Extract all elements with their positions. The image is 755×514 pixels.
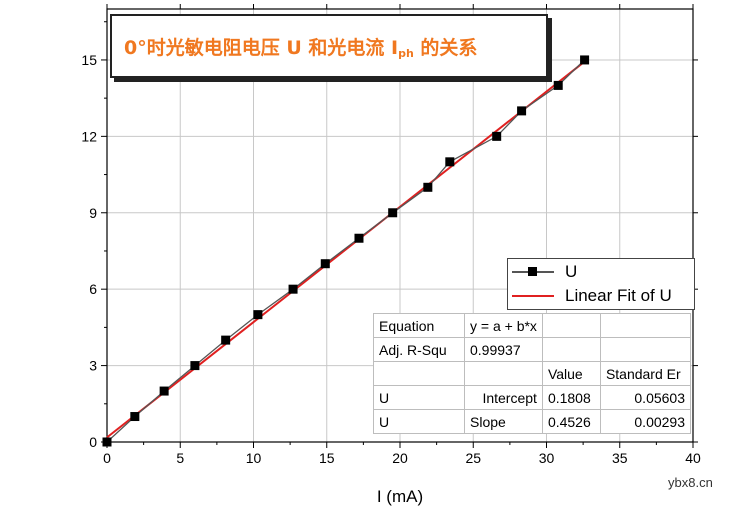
x-tick-label: 25	[465, 450, 481, 466]
y-tick-label: 3	[89, 358, 97, 374]
y-tick-label: 12	[81, 128, 97, 144]
legend-swatch-fit	[508, 284, 558, 308]
fit-results-table: Equation y = a + b*x Adj. R-Squ 0.99937 …	[373, 313, 692, 434]
series-layer	[102, 55, 590, 447]
data-point	[423, 182, 433, 192]
fit-line-layer	[106, 60, 586, 439]
data-point	[102, 437, 112, 447]
data-point	[517, 106, 527, 116]
chart-title-subscript: ph	[398, 46, 414, 60]
y-tick-label: 15	[81, 52, 97, 68]
data-point	[221, 335, 231, 345]
data-point	[580, 55, 590, 65]
table-cell: 0.1808	[541, 385, 601, 410]
legend-label-fit: Linear Fit of U	[565, 286, 672, 305]
table-cell: y = a + b*x	[464, 313, 543, 338]
series-u-line	[106, 59, 586, 443]
table-cell: 0.05603	[599, 385, 692, 410]
chart-title-box: 0°时光敏电阻电压 U 和光电流 Iph 的关系	[110, 14, 548, 78]
chart-title-main: 0°时光敏电阻电压 U 和光电流 I	[124, 36, 399, 59]
table-cell	[541, 313, 601, 338]
table-cell: Standard Er	[599, 361, 692, 386]
data-point	[388, 208, 398, 218]
table-row: U Slope 0.4526 0.00293	[373, 409, 692, 434]
table-cell	[599, 313, 692, 338]
x-tick-label: 5	[176, 450, 184, 466]
table-cell: Equation	[373, 313, 465, 338]
table-row: U Intercept 0.1808 0.05603	[373, 385, 692, 410]
table-cell: Value	[541, 361, 601, 386]
data-point	[130, 412, 140, 422]
data-point	[553, 80, 563, 90]
legend: U Linear Fit of U	[507, 258, 695, 310]
chart-title-tail: 的关系	[413, 36, 478, 59]
y-tick-label: 0	[89, 434, 97, 450]
table-cell: Slope	[464, 409, 543, 434]
data-point	[445, 157, 455, 167]
linear-fit-line	[106, 60, 586, 439]
legend-item-u: U	[508, 260, 577, 284]
chart-title: 0°时光敏电阻电压 U 和光电流 Iph 的关系	[124, 33, 477, 60]
legend-swatch-u	[508, 260, 558, 284]
x-tick-label: 20	[392, 450, 408, 466]
table-cell: 0.4526	[541, 409, 601, 434]
x-tick-label: 15	[319, 450, 335, 466]
legend-item-fit: Linear Fit of U	[508, 284, 672, 308]
table-row: Value Standard Er	[373, 361, 692, 386]
table-cell: Intercept	[464, 385, 543, 410]
legend-label-u: U	[565, 262, 578, 281]
x-tick-label: 35	[612, 450, 628, 466]
x-tick-label: 0	[103, 450, 111, 466]
data-point	[492, 131, 502, 141]
table-cell: U	[373, 385, 465, 410]
data-point	[354, 233, 364, 243]
table-cell	[541, 337, 601, 362]
table-cell: 0.00293	[599, 409, 692, 434]
data-point	[288, 284, 298, 294]
table-cell	[599, 337, 692, 362]
y-tick-label: 9	[89, 205, 97, 221]
data-point	[190, 361, 200, 371]
table-cell	[373, 361, 465, 386]
table-row: Adj. R-Squ 0.99937	[373, 337, 692, 362]
table-row: Equation y = a + b*x	[373, 313, 692, 338]
table-cell: Adj. R-Squ	[373, 337, 465, 362]
x-tick-label: 30	[539, 450, 555, 466]
axes: 0 5 10 15 20 25 30 35 40 0 3 6 9 12 15	[81, 4, 701, 466]
watermark-text: ybx8.cn	[668, 475, 713, 490]
y-tick-label: 6	[89, 281, 97, 297]
data-point	[159, 386, 169, 396]
x-tick-label: 40	[685, 450, 701, 466]
table-cell: U	[373, 409, 465, 434]
table-cell	[464, 361, 543, 386]
table-cell: 0.99937	[464, 337, 543, 362]
data-point	[253, 310, 263, 320]
x-axis-title: I (mA)	[377, 487, 423, 506]
data-point	[320, 259, 330, 269]
x-tick-label: 10	[246, 450, 262, 466]
